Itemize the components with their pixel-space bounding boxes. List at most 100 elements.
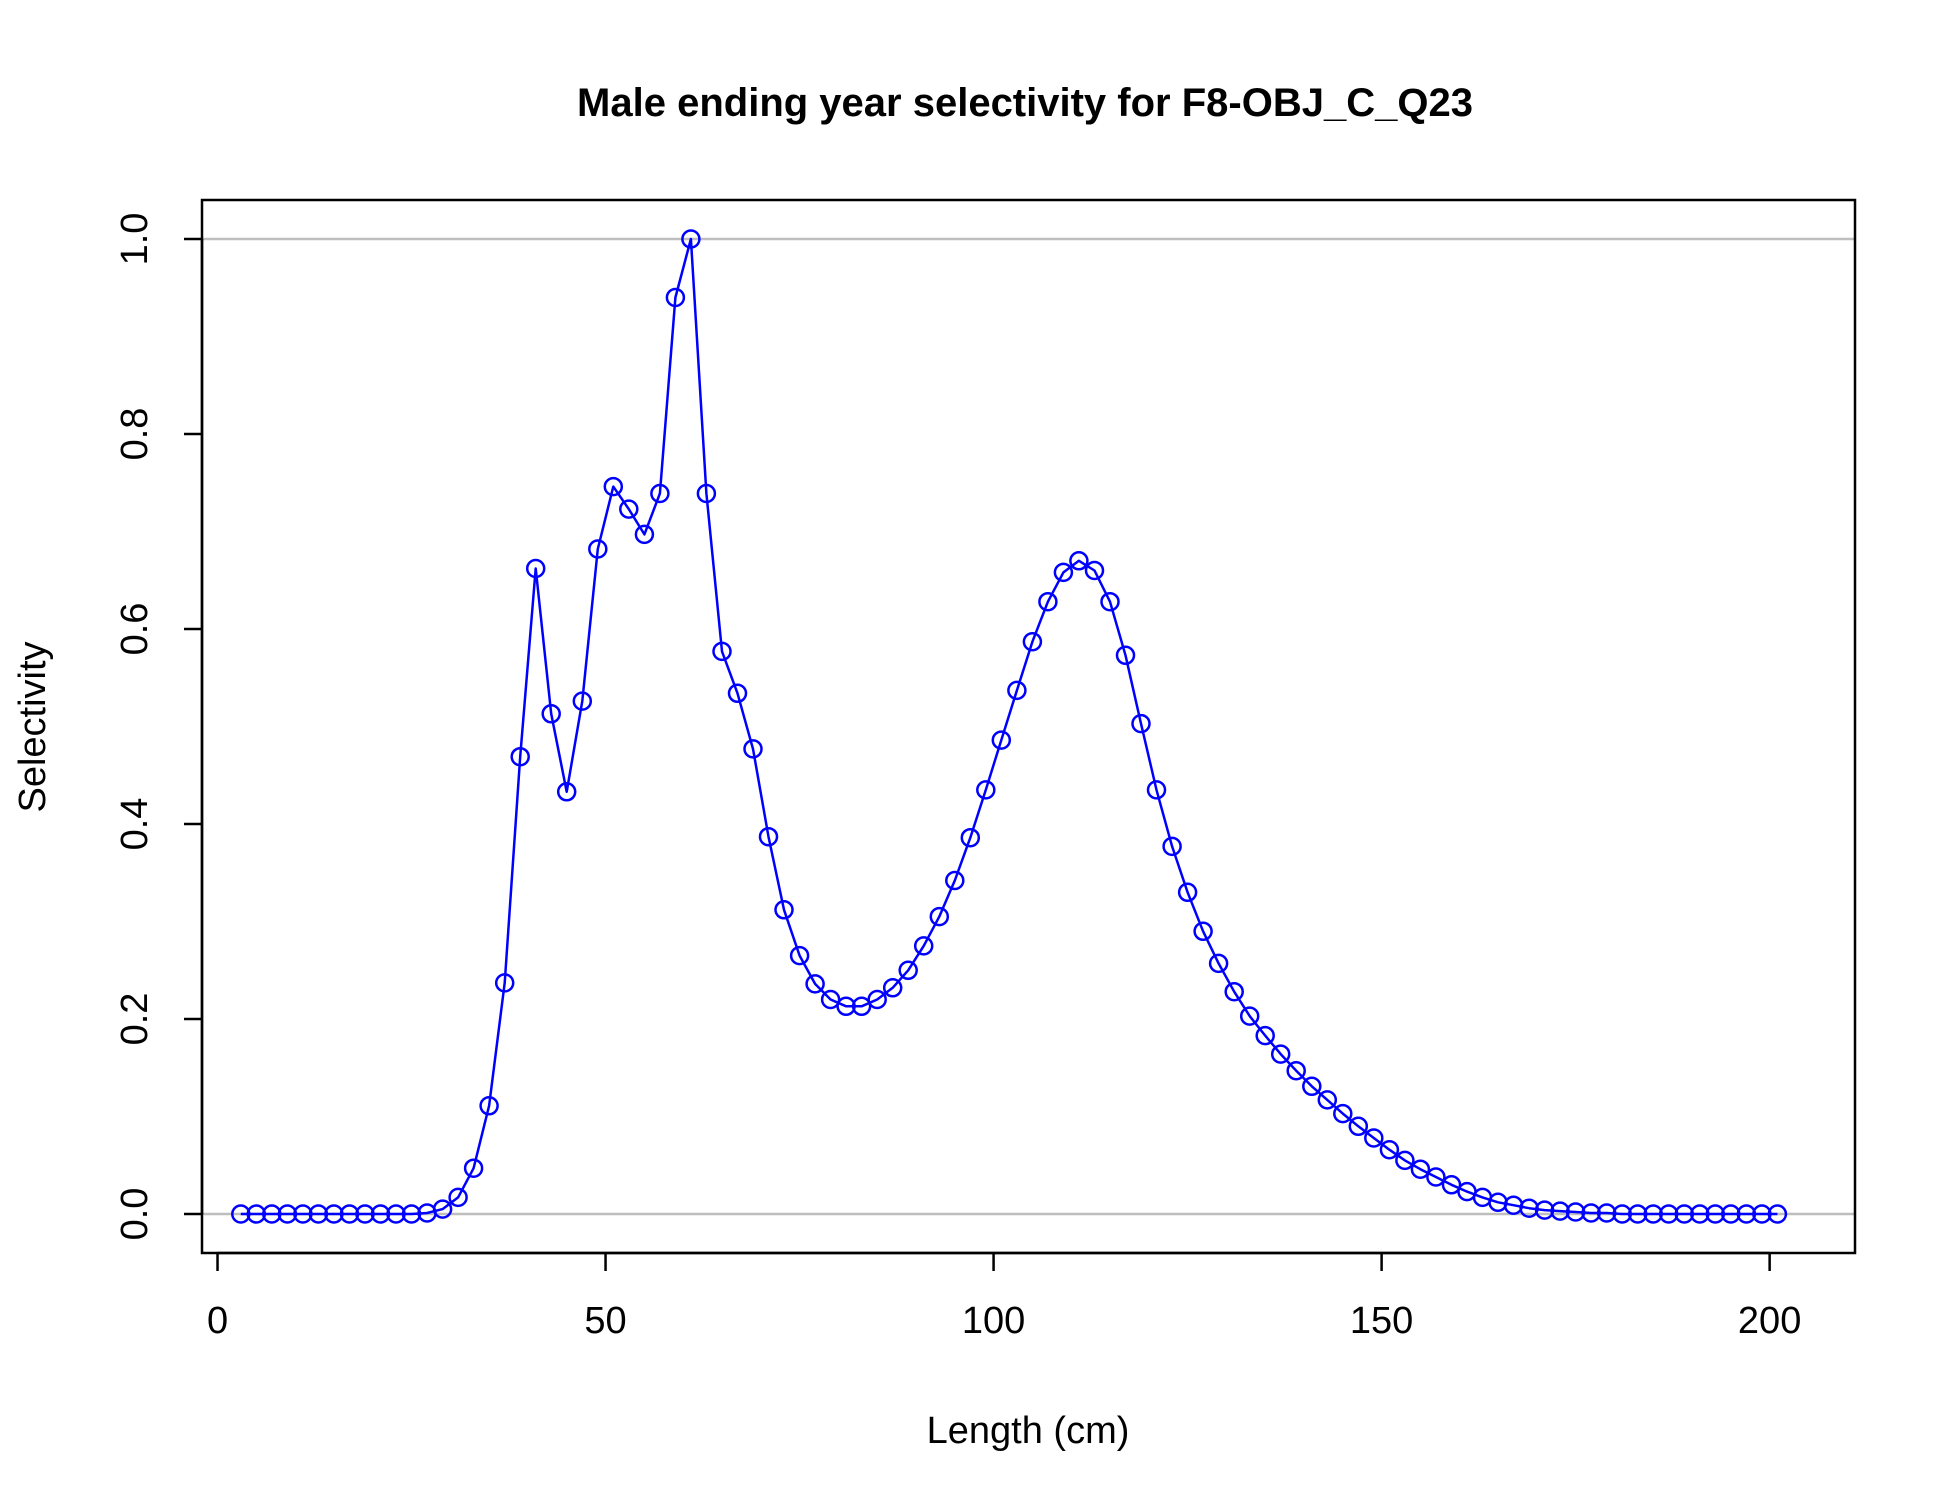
data-point [1053, 562, 1074, 583]
data-point [1643, 1204, 1663, 1224]
data-point [1705, 1204, 1726, 1224]
data-point [1302, 1076, 1322, 1097]
y-tick-label: 0.0 [114, 1188, 156, 1241]
data-point [805, 974, 825, 994]
data-point [479, 1096, 499, 1116]
data-point [1007, 680, 1027, 701]
data-point [1069, 551, 1089, 571]
data-point [1519, 1198, 1539, 1218]
data-point [231, 1204, 251, 1224]
data-point [1100, 591, 1120, 612]
data-point [1364, 1128, 1384, 1148]
data-point [262, 1204, 282, 1224]
data-point [1534, 1200, 1555, 1220]
data-point [976, 780, 996, 800]
data-point [494, 973, 515, 993]
data-point [588, 539, 608, 559]
data-point [1333, 1103, 1353, 1124]
data-point [1162, 836, 1182, 857]
data-point [1348, 1116, 1369, 1137]
y-tick-label: 0.2 [114, 993, 156, 1046]
data-point [293, 1204, 313, 1224]
data-point [1115, 645, 1136, 666]
data-point [541, 704, 561, 724]
data-point [1177, 882, 1198, 903]
data-point [1022, 631, 1043, 652]
data-point [743, 739, 763, 759]
reference-lines [202, 237, 1855, 1216]
data-point [1395, 1150, 1415, 1171]
data-point [324, 1204, 344, 1224]
data-point [1270, 1044, 1291, 1064]
data-point [758, 826, 779, 847]
data-point [339, 1204, 360, 1224]
data-point [1426, 1167, 1446, 1187]
data-point [1581, 1203, 1601, 1223]
x-axis-label: Length (cm) [927, 1410, 1130, 1452]
y-tick-label: 0.8 [114, 408, 156, 461]
data-point [1224, 981, 1244, 1002]
x-axis: 0 50 100 150 200 [207, 1251, 1801, 1342]
data-point [1255, 1025, 1275, 1046]
data-point [1410, 1159, 1431, 1179]
data-point [1658, 1204, 1679, 1224]
y-tick-label: 0.6 [114, 603, 156, 656]
chart-title: Male ending year selectivity for F8-OBJ_… [577, 81, 1473, 125]
data-point [463, 1158, 484, 1178]
data-point [681, 229, 701, 249]
data-point [1627, 1204, 1648, 1224]
data-point [1286, 1060, 1306, 1081]
x-tick-label: 50 [584, 1300, 626, 1342]
data-point [1721, 1204, 1741, 1224]
data-point [960, 827, 981, 848]
data-point [277, 1204, 298, 1224]
data-point [448, 1187, 468, 1208]
data-point [836, 996, 856, 1017]
x-tick-label: 200 [1738, 1300, 1801, 1342]
data-point [851, 996, 872, 1017]
data-point [401, 1204, 422, 1224]
x-tick-label: 0 [207, 1300, 228, 1342]
data-point [308, 1204, 329, 1224]
data-point [1550, 1201, 1570, 1221]
data-point [1038, 591, 1058, 612]
data-point [1736, 1204, 1757, 1224]
data-point [991, 730, 1012, 750]
data-point [820, 989, 841, 1010]
data-point [370, 1204, 391, 1224]
data-point [945, 870, 965, 891]
data-point [1674, 1204, 1695, 1224]
data-point [1565, 1202, 1586, 1222]
data-point [867, 989, 887, 1010]
data-point [386, 1204, 406, 1224]
data-point [603, 476, 624, 497]
data-point [1752, 1204, 1772, 1224]
data-point [1317, 1090, 1338, 1110]
data-point [1084, 560, 1105, 581]
data-point [898, 960, 918, 981]
data-point [650, 483, 670, 504]
data-point [1596, 1203, 1617, 1223]
data-point [774, 900, 794, 920]
data-point [1612, 1204, 1632, 1224]
data-point [882, 978, 903, 998]
data-point [665, 287, 686, 308]
data-point [619, 499, 639, 519]
x-tick-label: 100 [962, 1300, 1025, 1342]
data-point [634, 524, 655, 545]
data-point [1690, 1204, 1710, 1224]
series-points-group [231, 229, 1788, 1224]
data-point [913, 936, 934, 956]
y-tick-label: 0.4 [114, 798, 156, 851]
data-point [355, 1204, 375, 1224]
data-point [556, 782, 577, 802]
y-tick-label: 1.0 [114, 213, 156, 266]
data-point [572, 691, 593, 711]
data-point [1208, 953, 1229, 974]
data-point [1239, 1006, 1260, 1026]
data-point [727, 683, 748, 704]
data-point [1146, 780, 1167, 800]
data-point [525, 558, 546, 579]
